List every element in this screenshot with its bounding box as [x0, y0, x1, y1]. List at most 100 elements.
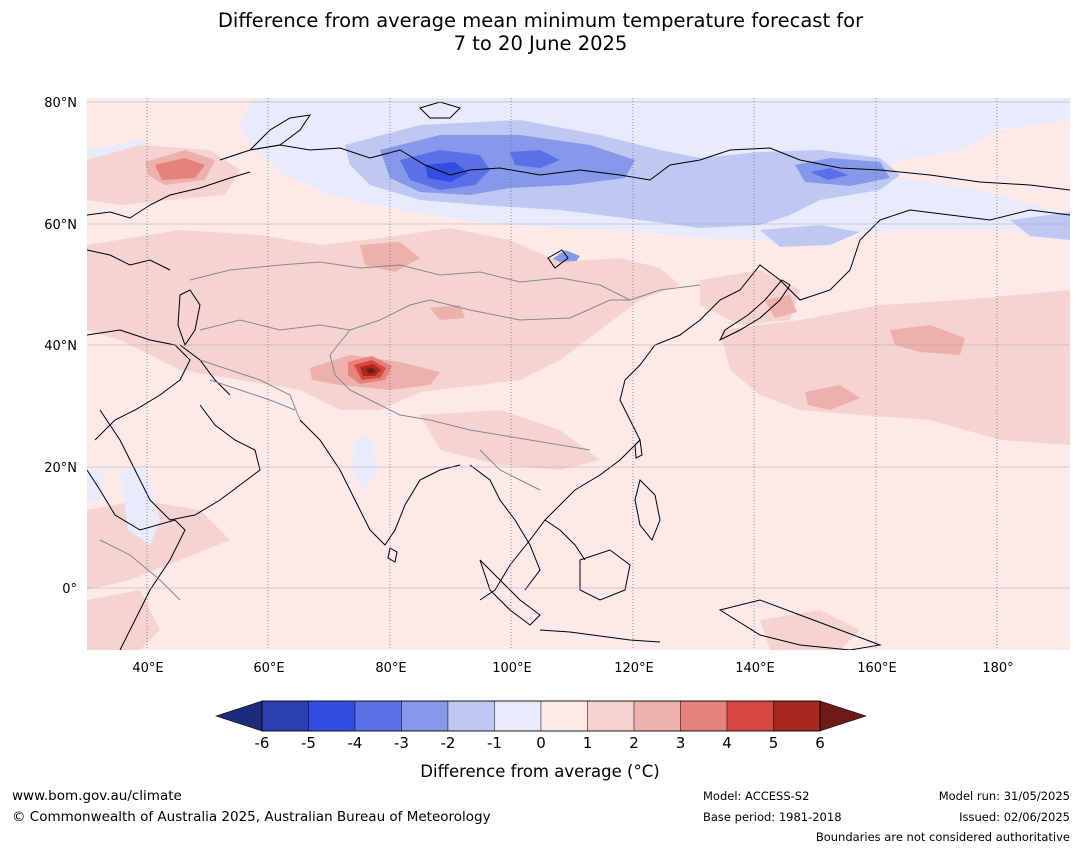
colorbar-segment	[540, 700, 588, 732]
lon-label-100e: 100°E	[492, 661, 532, 676]
colorbar-segment	[633, 700, 681, 732]
colorbar-outline	[261, 700, 821, 732]
title-line-2: 7 to 20 June 2025	[453, 32, 628, 55]
lat-label-40n: 40°N	[44, 339, 77, 354]
colorbar-extend-low	[215, 700, 263, 732]
lon-label-140e: 140°E	[735, 661, 775, 676]
footer-disclaimer: Boundaries are not considered authoritat…	[815, 830, 1070, 844]
coastline-novaya-zemlya	[248, 114, 312, 151]
anomaly-region-plus1-china	[420, 410, 600, 470]
coastline-africa	[87, 469, 186, 650]
colorbar: -6 -5 -4 -3 -2 -1 0 1 2 3 4 5 6 Difference from aver…	[215, 700, 867, 781]
lat-label-0: 0°	[62, 582, 77, 597]
colorbar-tick-label: 3	[676, 734, 686, 752]
anomaly-region-plus1-africa	[87, 590, 160, 650]
longitude-lines	[146, 98, 998, 650]
colorbar-tick-label: 4	[722, 734, 732, 752]
coastline-pacific	[479, 209, 1070, 601]
anomaly-region-africa-cool	[120, 465, 160, 545]
coastline-severnaya	[419, 101, 461, 119]
colorbar-tick-label: 2	[629, 734, 639, 752]
border-china-west	[329, 329, 431, 421]
anomaly-region-plus3-scandinavia	[155, 158, 205, 180]
lon-label-40e: 40°E	[132, 661, 163, 676]
lon-label-80e: 80°E	[375, 661, 406, 676]
coastline-new-guinea	[718, 599, 882, 650]
footer-model: Model: ACCESS-S2	[703, 789, 810, 803]
anomaly-region-minus5	[425, 162, 468, 182]
coastline-sumatra	[479, 559, 541, 626]
border-mongolia	[429, 299, 630, 321]
longitude-labels: 40°E 60°E 80°E 100°E 120°E 140°E 160°E 1…	[132, 661, 1013, 676]
colorbar-segment	[401, 700, 449, 732]
anomaly-region-plus1-arabia	[87, 500, 230, 590]
colorbar-tick-label: -6	[255, 734, 270, 752]
footer-copyright: © Commonwealth of Australia 2025, Austra…	[12, 809, 491, 825]
coastline-borneo	[579, 549, 631, 601]
lon-label-160e: 160°E	[857, 661, 897, 676]
anomaly-region-minus3-east	[795, 158, 890, 186]
latitude-lines	[87, 101, 1070, 589]
colorbar-segment	[587, 700, 635, 732]
footer-issued: Issued: 02/06/2025	[959, 810, 1070, 824]
lon-label-180: 180°	[982, 661, 1013, 676]
coastline-europe	[87, 171, 251, 441]
anomaly-region-plus2-pacific-a	[890, 325, 965, 355]
border-kazakhstan-south	[199, 299, 431, 331]
colorbar-label: Difference from average (°C)	[420, 762, 659, 781]
anomaly-region-plus1-new-guinea	[760, 610, 860, 650]
colorbar-tick-labels: -6 -5 -4 -3 -2 -1 0 1 2 3 4 5 6	[255, 734, 825, 752]
lat-label-20n: 20°N	[44, 461, 77, 476]
colorbar-extend-high	[819, 700, 867, 732]
map-title: Difference from average mean minimum tem…	[0, 9, 1081, 55]
latitude-labels: 80°N 60°N 40°N 20°N 0°	[44, 96, 77, 597]
coastline-java	[539, 629, 661, 643]
lat-label-60n: 60°N	[44, 218, 77, 233]
anomaly-region-plus1-pacific	[720, 290, 1070, 445]
footer-base-period: Base period: 1981-2018	[703, 810, 842, 824]
country-borders	[99, 261, 701, 601]
colorbar-tick-label: 6	[815, 734, 825, 752]
colorbar-segment	[680, 700, 728, 732]
border-russia-kazakhstan	[189, 261, 701, 301]
border-iran	[209, 379, 296, 411]
coastline-japan	[718, 279, 791, 342]
colorbar-segment	[447, 700, 495, 732]
colorbar-tick-label: 5	[769, 734, 779, 752]
coastline-caspian	[177, 289, 201, 347]
anomaly-region-minus2-far-east	[1010, 212, 1070, 240]
coastline-india	[299, 419, 461, 546]
anomaly-region-india-cool	[352, 436, 378, 490]
coastline-arctic	[219, 144, 1070, 191]
coastline-sri-lanka	[387, 547, 398, 563]
anomaly-region-minus4-c	[810, 168, 848, 180]
colorbar-tick-label: 0	[536, 734, 546, 752]
anomaly-region-plus2-manchuria	[765, 295, 797, 318]
anomaly-region-minus2-east	[760, 225, 860, 247]
colorbar-tick-label: -4	[348, 734, 363, 752]
anomaly-region-plus2-pacific-b	[805, 385, 860, 410]
footer-website[interactable]: www.bom.gov.au/climate	[12, 788, 182, 804]
footer-model-run: Model run: 31/05/2025	[938, 789, 1070, 803]
graticule	[87, 98, 1070, 650]
anomaly-region-plus1-eurasia	[87, 228, 680, 410]
colorbar-tick-label: -1	[487, 734, 502, 752]
colorbar-segment	[726, 700, 774, 732]
border-china-south	[429, 419, 591, 451]
colorbar-segment	[494, 700, 542, 732]
lon-label-60e: 60°E	[253, 661, 284, 676]
anomaly-region-plus2-kazakh	[430, 305, 465, 320]
anomaly-region-plus6	[366, 368, 376, 374]
coastlines	[87, 101, 1070, 650]
colorbar-segment	[773, 700, 821, 732]
colorbar-segment	[354, 700, 402, 732]
coastline-arabia	[99, 404, 261, 521]
border-middle-east	[199, 359, 301, 421]
border-africa	[99, 539, 181, 601]
coastline-baikal	[547, 249, 569, 269]
colorbar-tick-label: -2	[441, 734, 456, 752]
colorbar-tick-label: -5	[301, 734, 316, 752]
coastline-taiwan	[634, 438, 643, 459]
title-line-1: Difference from average mean minimum tem…	[217, 9, 864, 32]
